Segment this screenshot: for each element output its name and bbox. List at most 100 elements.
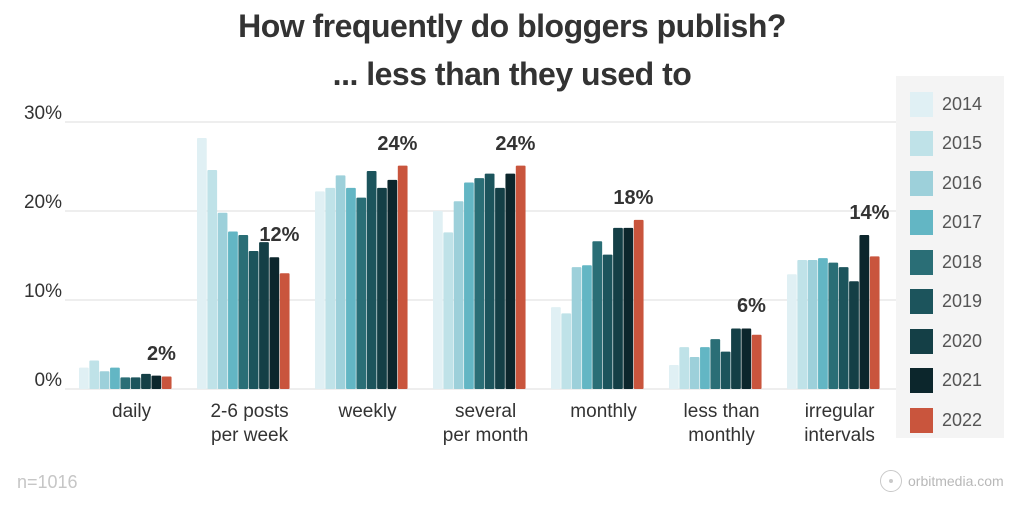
bar (248, 251, 259, 389)
bar (741, 328, 752, 389)
bar (849, 281, 859, 389)
bar (79, 367, 89, 389)
bar (633, 219, 644, 389)
bar (366, 170, 377, 389)
bar (751, 334, 762, 389)
bar (197, 138, 207, 389)
y-tick-label: 10% (23, 281, 62, 302)
bar (377, 187, 387, 389)
bar (207, 170, 218, 389)
legend-label: 2015 (942, 133, 983, 153)
legend-swatch (910, 368, 933, 393)
category-label: 2-6 posts per week (210, 401, 289, 446)
bar (669, 364, 679, 389)
bar (571, 267, 582, 389)
legend-label: 2017 (942, 212, 983, 232)
category-label: daily (112, 401, 152, 422)
bar (433, 211, 443, 389)
bar (484, 173, 495, 389)
bar (797, 259, 808, 389)
legend-label: 2022 (942, 409, 983, 430)
category-label: weekly (338, 401, 397, 422)
legend-swatch (910, 91, 933, 117)
bar (602, 254, 613, 389)
legend-label: 2020 (942, 330, 983, 351)
legend-item: 2022 (910, 407, 982, 433)
bar (582, 265, 592, 389)
bar-group (787, 235, 880, 389)
bar (838, 267, 849, 389)
legend-swatch (910, 249, 933, 275)
bar (99, 371, 110, 389)
value-label: 18% (613, 186, 654, 209)
bar (710, 339, 721, 389)
legend-swatch (910, 210, 933, 235)
bar (356, 197, 367, 389)
bar (731, 328, 741, 389)
legend: 2014 2015 2016 2017 2018 2019 2020 2021 2022 (896, 76, 1004, 438)
value-label: 6% (736, 295, 766, 318)
bar (474, 178, 485, 389)
bar (217, 212, 228, 389)
bar (279, 273, 290, 389)
legend-swatch (910, 170, 933, 196)
sample-size-label: n=1016 (17, 472, 78, 492)
bar (515, 165, 526, 389)
bar (397, 165, 408, 389)
legend-item: 2019 (910, 289, 982, 315)
bar-group (315, 165, 408, 389)
bar (551, 307, 561, 389)
bar (807, 259, 818, 389)
bar (315, 191, 325, 389)
legend-swatch (910, 407, 933, 433)
bar (89, 360, 100, 389)
bar (120, 377, 131, 389)
bar (269, 257, 280, 389)
value-label: 14% (849, 202, 890, 225)
category-label: several per month (442, 401, 529, 446)
bar (720, 351, 731, 389)
y-tick-label: 0% (34, 370, 62, 391)
orbit-logo-icon (880, 470, 902, 492)
value-label: 12% (259, 224, 300, 247)
legend-swatch (910, 328, 933, 354)
bar (859, 235, 870, 389)
bar (387, 179, 398, 389)
legend-item: 2018 (910, 249, 982, 275)
bar (141, 373, 151, 389)
bar (561, 313, 572, 389)
bar (828, 262, 839, 389)
bar (238, 235, 249, 389)
brand-watermark: orbitmedia.com (880, 470, 1004, 492)
bar (689, 356, 700, 389)
bar (623, 227, 634, 389)
bar (259, 242, 269, 389)
bar (818, 258, 828, 389)
legend-label: 2021 (942, 370, 983, 390)
bar-group (197, 138, 290, 389)
value-label: 2% (146, 342, 176, 365)
bar (592, 241, 603, 389)
chart-subtitle: ... less than they used to (332, 56, 692, 92)
legend-label: 2019 (942, 291, 983, 311)
bar (495, 187, 505, 389)
legend-swatch (910, 289, 933, 314)
chart-title: How frequently do bloggers publish? (238, 8, 786, 44)
bar (679, 347, 690, 389)
category-label: irregular intervals (804, 401, 875, 446)
legend-label: 2018 (942, 251, 983, 272)
legend-item: 2020 (910, 328, 982, 354)
brand-text: orbitmedia.com (908, 473, 1004, 489)
bar (505, 173, 516, 389)
value-label: 24% (377, 132, 418, 155)
bar (613, 227, 623, 389)
bar (464, 182, 474, 389)
legend-item: 2015 (910, 131, 982, 157)
bar (869, 256, 880, 389)
bar (453, 201, 464, 389)
y-tick-label: 20% (23, 192, 62, 213)
bar (110, 367, 120, 389)
value-label: 24% (495, 132, 536, 155)
legend-item: 2014 (910, 91, 982, 117)
